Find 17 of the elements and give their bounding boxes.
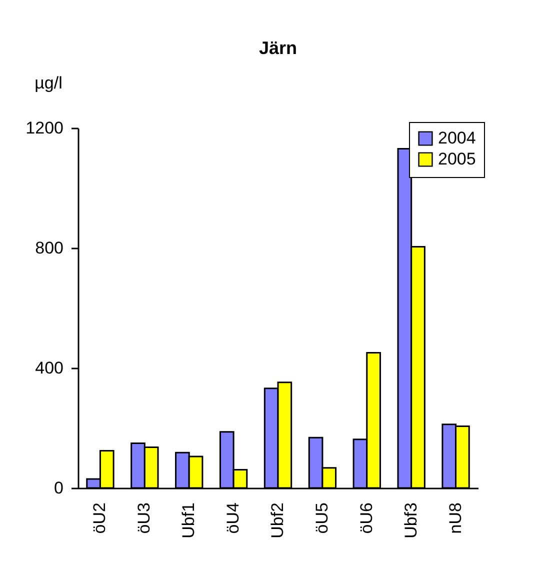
y-tick-label: 1200 xyxy=(26,118,64,138)
y-axis-title: µg/l xyxy=(34,74,62,92)
x-tick-label: nU8 xyxy=(446,502,465,534)
legend-label: 2004 xyxy=(438,128,476,148)
x-tick-label: öU5 xyxy=(312,502,332,534)
x-tick-label: öU6 xyxy=(356,502,376,534)
x-tick-label: öU4 xyxy=(224,502,243,534)
y-tick-label: 800 xyxy=(35,238,64,258)
chart-title: Järn xyxy=(258,38,298,58)
x-tick-label: Ubf1 xyxy=(179,502,198,538)
x-tick-label: Ubf3 xyxy=(401,502,420,538)
x-tick-label: Ubf2 xyxy=(268,502,287,538)
legend-label: 2005 xyxy=(438,150,476,168)
y-tick-label: 0 xyxy=(54,478,64,498)
x-tick-label: öU2 xyxy=(90,502,110,534)
y-tick-label: 400 xyxy=(35,358,64,378)
x-tick-label: öU3 xyxy=(134,502,154,534)
